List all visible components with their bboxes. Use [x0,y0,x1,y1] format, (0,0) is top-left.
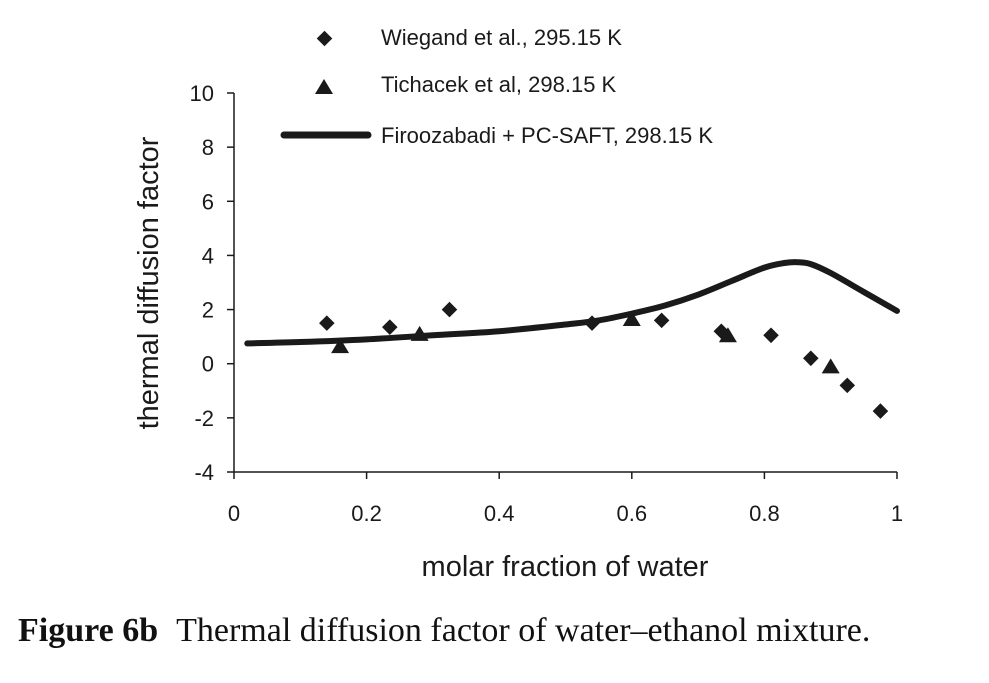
tichacek-point [410,325,429,341]
tichacek-point [821,358,840,374]
y-tick-label: -4 [194,460,214,485]
figure-caption: Figure 6b Thermal diffusion factor of wat… [18,612,870,650]
tichacek-point [622,311,641,327]
model-curve-layer [244,259,900,347]
tichacek-point [718,327,737,343]
y-tick-label: -2 [194,406,214,431]
y-ticks: -4 -2 0 2 4 6 8 10 [190,81,234,485]
legend-item-firoozabadi: Firoozabadi + PC-SAFT, 298.15 K [280,123,713,148]
legend-label-wiegand: Wiegand et al., 295.15 K [381,25,622,50]
wiegand-point [839,377,856,394]
legend-item-tichacek: Tichacek et al, 298.15 K [315,72,617,97]
y-tick-label: 0 [202,352,214,377]
legend-item-wiegand: Wiegand et al., 295.15 K [316,25,622,50]
y-tick-label: 10 [190,81,214,106]
caption-label: Figure 6b [18,612,159,649]
x-tick-label: 0.2 [351,501,382,526]
tichacek-point [331,338,350,354]
legend-triangle-marker [315,79,333,94]
y-tick-label: 2 [202,298,214,323]
wiegand-point [653,312,670,329]
caption-text: Thermal diffusion factor of water–ethano… [176,612,871,649]
wiegand-point [763,327,779,344]
x-tick-label: 0.8 [749,501,780,526]
x-tick-label: 0.4 [484,501,515,526]
wiegand-point [872,403,889,419]
legend: Wiegand et al., 295.15 K Tichacek et al,… [280,25,713,148]
axes [233,93,897,473]
legend-label-firoozabadi: Firoozabadi + PC-SAFT, 298.15 K [381,123,713,148]
y-tick-label: 4 [202,243,214,268]
wiegand-point [441,301,458,318]
x-tick-label: 1 [891,501,903,526]
legend-label-tichacek: Tichacek et al, 298.15 K [381,72,617,97]
y-tick-label: 6 [202,189,214,214]
firoozabadi-curve [244,259,900,347]
legend-diamond-marker [316,30,333,47]
x-tick-label: 0.6 [617,501,648,526]
wiegand-point [803,350,819,367]
y-axis-title: thermal diffusion factor [133,136,165,429]
y-tick-label: 8 [202,135,214,160]
x-axis-title: molar fraction of water [422,551,709,583]
wiegand-point [382,319,398,335]
x-tick-label: 0 [228,501,240,526]
x-ticks: 0 0.2 0.4 0.6 0.8 1 [228,472,903,526]
wiegand-point [319,315,335,331]
